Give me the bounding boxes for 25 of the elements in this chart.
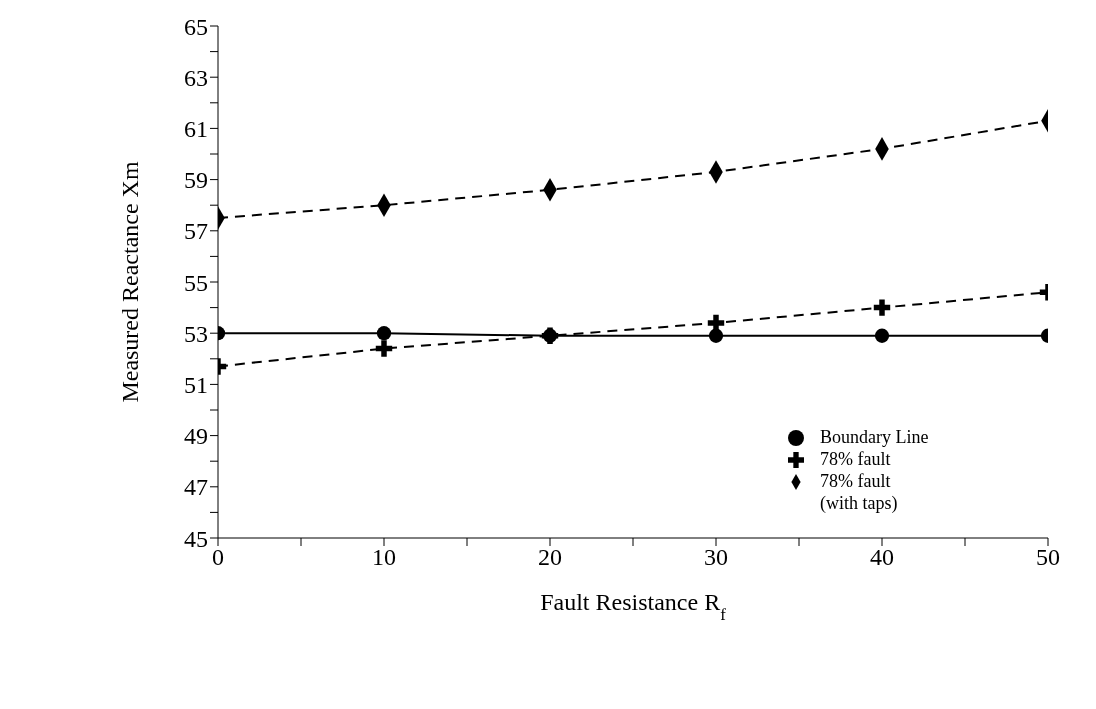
- x-tick-label: 20: [538, 544, 562, 571]
- y-tick-label: 53: [184, 320, 208, 347]
- x-tick-label: 50: [1036, 544, 1060, 571]
- y-tick-label: 45: [184, 525, 208, 552]
- x-tick-label: 40: [870, 544, 894, 571]
- y-tick-label: 63: [184, 64, 208, 91]
- point: [874, 328, 890, 343]
- legend-label: 78% fault (with taps): [820, 470, 899, 514]
- x-tick-label: 30: [704, 544, 728, 571]
- x-tick-label: 0: [212, 544, 224, 571]
- y-axis-title: Measured Reactance Xm: [117, 161, 143, 403]
- y-tick-label: 65: [184, 13, 208, 40]
- legend-label: 78% fault: [820, 448, 892, 470]
- legend-label: Boundary Line: [820, 426, 930, 448]
- y-tick-label: 47: [184, 474, 208, 501]
- x-tick-label: 10: [372, 544, 396, 571]
- point: [873, 299, 891, 316]
- y-tick-label: 57: [184, 218, 208, 245]
- y-tick-label: 59: [184, 167, 208, 194]
- y-tick-label: 61: [184, 115, 208, 142]
- x-axis-title: Fault Resistance R$_{f}$: [540, 589, 727, 624]
- y-tick-label: 55: [184, 269, 208, 296]
- y-tick-label: 51: [184, 371, 208, 398]
- y-tick-label: 49: [184, 423, 208, 450]
- point: [708, 328, 724, 343]
